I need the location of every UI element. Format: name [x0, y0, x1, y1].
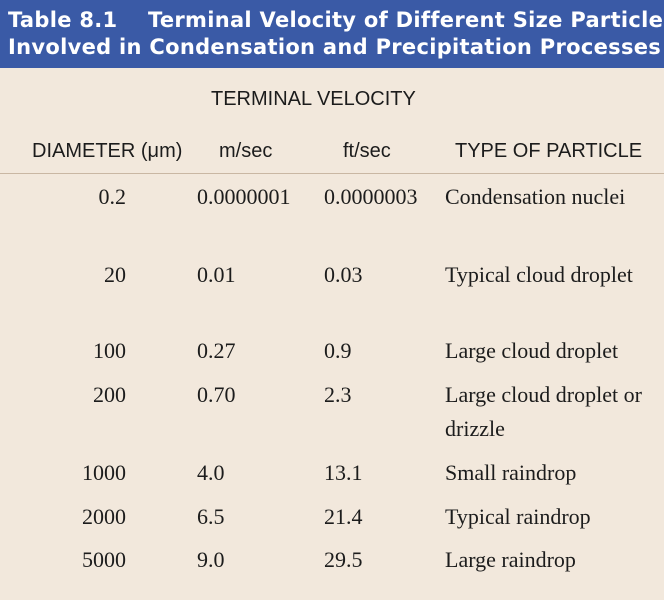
row-4-type: Large cloud droplet or drizzle [445, 382, 642, 441]
row-4-diameter: 200 [93, 382, 126, 407]
row-1-type: Condensation nuclei [445, 184, 626, 209]
row-1-diameter: 0.2 [98, 184, 127, 209]
row-7-type: Large raindrop [445, 547, 576, 572]
row-7-m-sec: 9.0 [197, 547, 225, 572]
table-title-line-1: Table 8.1 Terminal Velocity of Different … [8, 7, 664, 34]
row-4-m-sec: 0.70 [197, 382, 236, 407]
type-of-particle-header: TYPE OF PARTICLE [455, 140, 643, 162]
row-6-type: Typical raindrop [445, 504, 591, 529]
table-title-text-1: Terminal Velocity of Different Size Part… [148, 8, 664, 32]
row-4-ft-sec: 2.3 [324, 382, 352, 407]
row-6-ft-sec: 21.4 [324, 504, 363, 529]
row-5-type: Small raindrop [445, 460, 577, 485]
table-title-text-2: Involved in Condensation and Precipitati… [8, 35, 662, 59]
row-2-m-sec: 0.01 [197, 262, 236, 287]
row-3-type: Large cloud droplet [445, 338, 619, 363]
row-6-m-sec: 6.5 [197, 504, 225, 529]
row-2-type: Typical cloud droplet [445, 262, 633, 287]
row-2-diameter: 20 [104, 262, 126, 287]
table-title-bar: Table 8.1 Terminal Velocity of Different … [0, 0, 664, 68]
row-1-ft-sec: 0.0000003 [324, 184, 418, 209]
ft-per-sec-header: ft/sec [343, 140, 391, 162]
row-5-ft-sec: 13.1 [324, 460, 363, 485]
row-3-m-sec: 0.27 [197, 338, 236, 363]
diameter-header: DIAMETER (μm) [32, 140, 183, 162]
row-5-diameter: 1000 [82, 460, 126, 485]
row-1-m-sec: 0.0000001 [197, 184, 291, 209]
row-3-ft-sec: 0.9 [324, 338, 352, 363]
row-7-diameter: 5000 [82, 547, 126, 572]
header-divider [0, 173, 664, 174]
m-per-sec-header: m/sec [219, 140, 273, 162]
row-5-m-sec: 4.0 [197, 460, 225, 485]
table-number: Table 8.1 [8, 8, 118, 32]
row-2-ft-sec: 0.03 [324, 262, 363, 287]
terminal-velocity-header: TERMINAL VELOCITY [211, 88, 416, 110]
row-7-ft-sec: 29.5 [324, 547, 363, 572]
row-6-diameter: 2000 [82, 504, 126, 529]
row-3-diameter: 100 [93, 338, 126, 363]
